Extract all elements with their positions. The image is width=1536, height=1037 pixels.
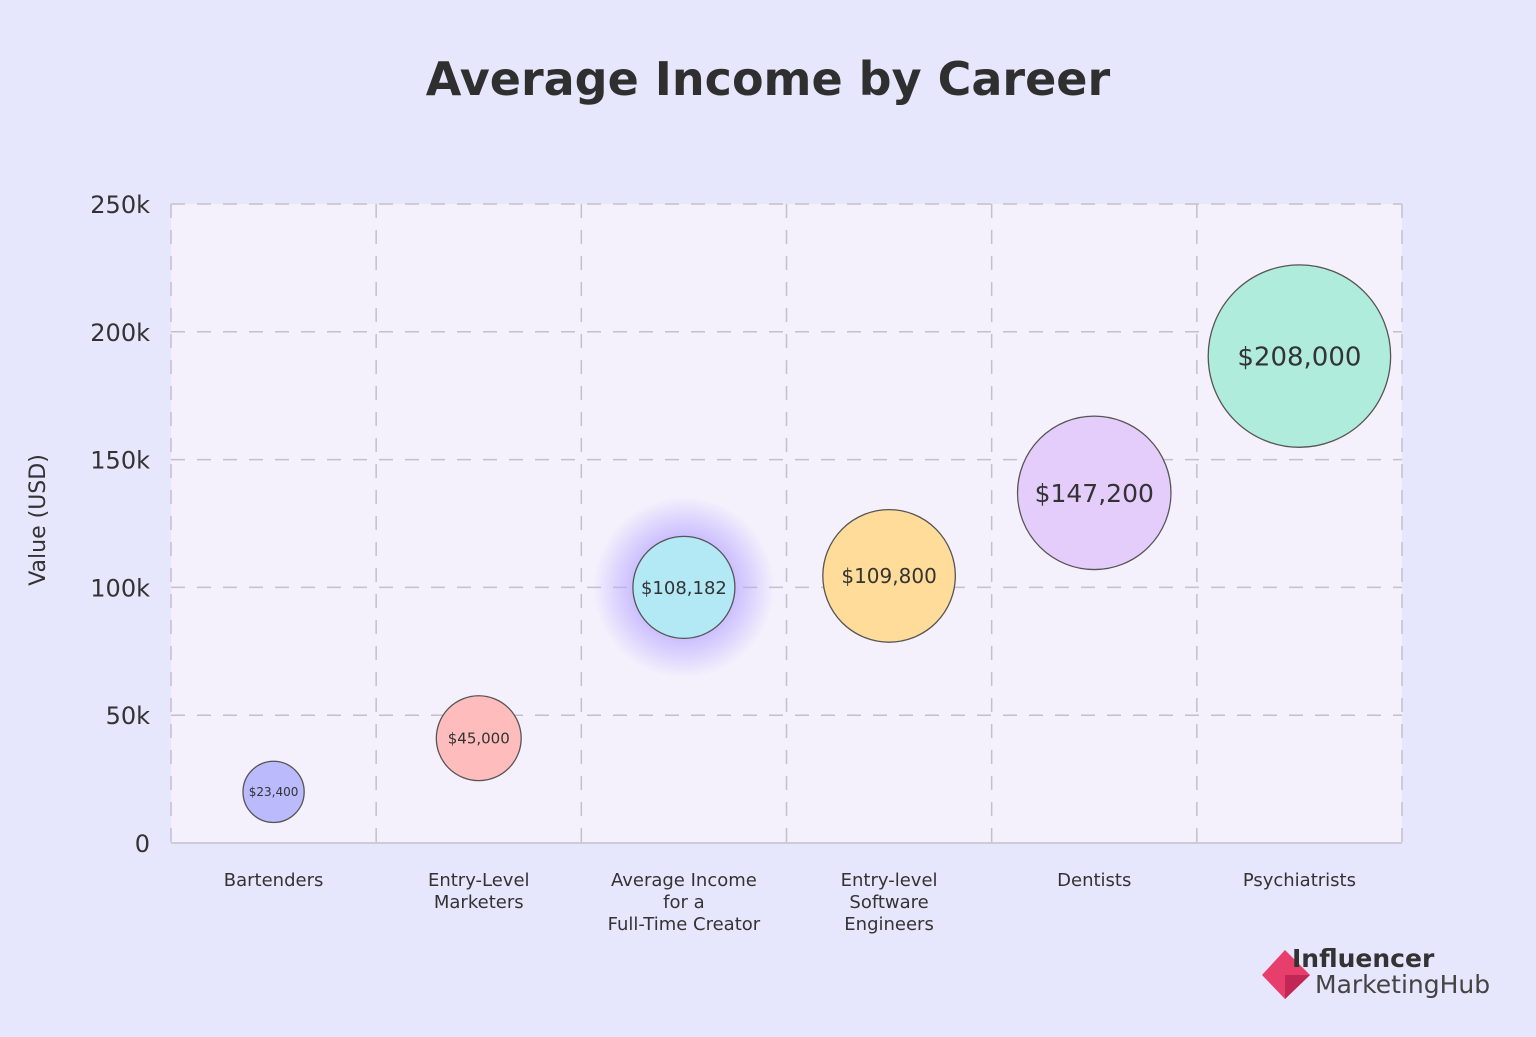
x-tick-label: Psychiatrists [1243,870,1356,891]
bubble [1207,264,1392,448]
y-tick-label: 100k [90,574,150,602]
logo-line1: Influencer [1292,944,1435,973]
bubble-label: $109,800 [841,564,936,588]
bubble-label: $208,000 [1237,342,1361,372]
bubble-label: $147,200 [1035,479,1154,508]
x-tick-label: Dentists [1057,870,1131,891]
bubble [1016,415,1172,571]
bubble [435,695,522,782]
logo: Influencer MarketingHub [1262,944,1490,999]
bubble [242,760,305,824]
x-tick-label: Average Income [611,870,757,891]
bubble-label: $23,400 [249,785,299,799]
x-tick-label: Full-Time Creator [608,914,761,935]
bubble-label: $45,000 [448,730,510,748]
logo-line2: MarketingHub [1315,970,1490,999]
bubble-label: $108,182 [641,578,727,599]
x-tick-label: Marketers [434,892,524,913]
x-tick-label: Bartenders [224,870,324,891]
y-tick-label: 200k [90,319,150,347]
y-tick-label: 50k [106,702,151,730]
y-tick-label: 0 [135,830,150,858]
x-tick-label: for a [663,892,705,913]
bubble [632,535,736,640]
y-tick-label: 250k [90,191,150,219]
chart-title: Average Income by Career [425,52,1111,106]
x-tick-label: Entry-Level [428,870,530,891]
x-tick-label: Software [849,892,928,913]
y-tick-label: 150k [90,447,150,475]
bubble [822,508,957,643]
x-tick-label: Entry-level [841,870,938,891]
logo-mark-icon [1262,950,1310,999]
y-axis-label: Value (USD) [26,454,51,586]
x-tick-label: Engineers [844,914,934,935]
